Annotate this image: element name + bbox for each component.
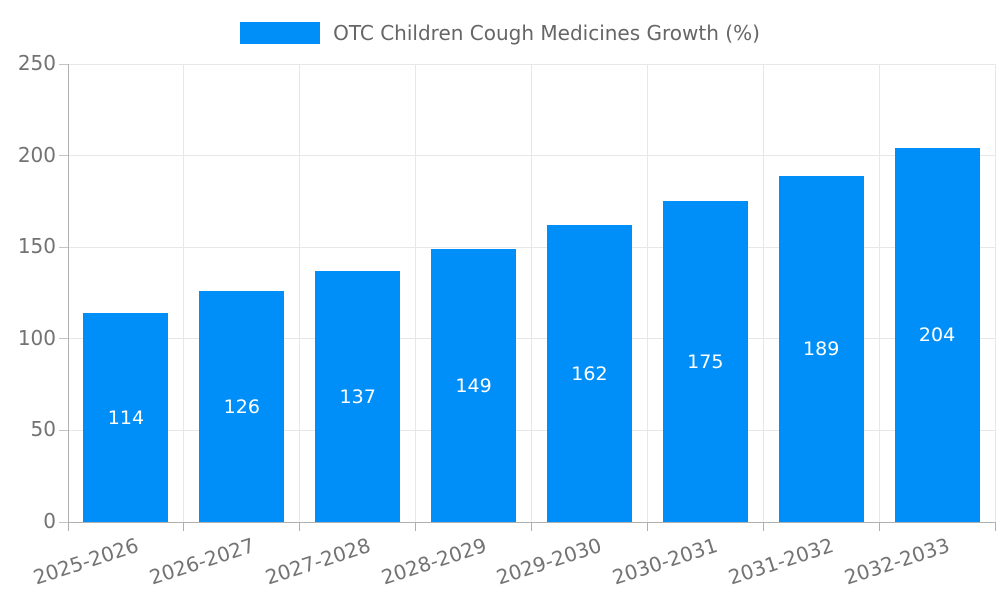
x-axis-tick — [299, 522, 301, 531]
bar-2027-2028[interactable]: 137 — [315, 271, 401, 522]
x-axis-tick — [994, 522, 996, 531]
bar-2028-2029[interactable]: 149 — [431, 249, 517, 522]
y-axis-tick — [59, 429, 68, 431]
gridline-vertical — [878, 64, 880, 522]
bar-2025-2026[interactable]: 114 — [83, 313, 169, 522]
bar-value-label: 204 — [918, 324, 956, 347]
x-axis-tick — [183, 522, 185, 531]
x-axis-tick — [646, 522, 648, 531]
gridline-vertical — [183, 64, 185, 522]
gridline-vertical — [994, 64, 996, 522]
y-tick-label: 150 — [17, 234, 56, 259]
x-axis-tick — [67, 522, 69, 531]
legend[interactable]: OTC Children Cough Medicines Growth (%) — [0, 20, 1000, 46]
y-axis-tick — [59, 155, 68, 157]
gridline-vertical — [299, 64, 301, 522]
bar-value-label: 162 — [571, 362, 608, 385]
y-tick-label: 0 — [43, 509, 56, 533]
bar-2029-2030[interactable]: 162 — [546, 225, 632, 522]
legend-swatch — [240, 22, 321, 44]
y-tick-label: 250 — [17, 51, 56, 75]
x-axis-tick — [878, 522, 880, 531]
bar-2026-2027[interactable]: 126 — [199, 291, 285, 522]
bar-value-label: 189 — [803, 337, 840, 360]
x-axis-tick — [415, 522, 417, 531]
x-axis-tick — [531, 522, 532, 531]
bar-value-label: 126 — [223, 395, 260, 418]
y-tick-label: 50 — [30, 417, 56, 442]
x-axis-tick — [762, 522, 764, 531]
bar-value-label: 114 — [107, 406, 145, 429]
y-tick-label: 100 — [17, 325, 56, 350]
gridline-vertical — [415, 64, 417, 522]
y-axis-tick — [59, 338, 68, 340]
bar-2031-2032[interactable]: 189 — [778, 175, 864, 522]
bar-value-label: 149 — [455, 374, 492, 397]
y-axis-tick — [59, 63, 68, 65]
bar-value-label: 137 — [339, 385, 376, 408]
gridline-vertical — [646, 64, 648, 522]
bar-2030-2031[interactable]: 175 — [662, 201, 748, 522]
bar-2032-2033[interactable]: 204 — [894, 148, 980, 522]
y-tick-label: 200 — [17, 142, 56, 167]
y-axis-tick — [59, 521, 68, 523]
bar-value-label: 175 — [687, 350, 724, 373]
y-axis-tick — [59, 246, 68, 248]
gridline-vertical — [531, 64, 532, 522]
y-axis-line — [67, 64, 69, 531]
legend-label: OTC Children Cough Medicines Growth (%) — [333, 21, 760, 45]
gridline-vertical — [762, 64, 764, 522]
